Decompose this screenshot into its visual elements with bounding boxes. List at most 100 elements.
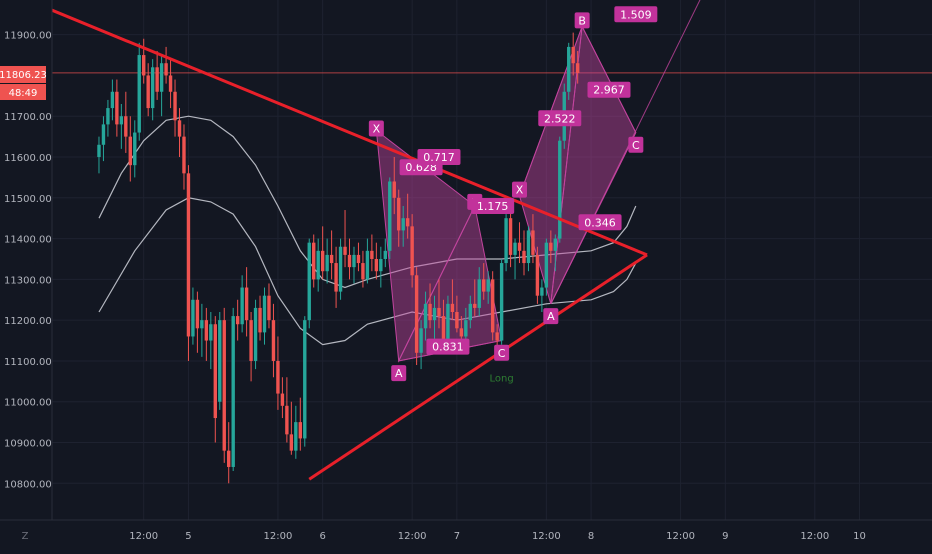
price-tick-label: 11600.00 bbox=[4, 153, 52, 164]
pattern-point-label-box bbox=[543, 308, 559, 325]
candle-body bbox=[401, 218, 405, 231]
candle-body bbox=[101, 124, 106, 145]
fib-ratio-label: 0.717 bbox=[423, 151, 455, 164]
candles bbox=[97, 32, 580, 484]
pattern-point-label: A bbox=[547, 310, 555, 323]
fib-ratio-label-box bbox=[417, 149, 461, 166]
candle-body bbox=[159, 63, 164, 92]
price-axis[interactable]: 10800.00 10900.00 11000.00 11100.00 11200.00… bbox=[4, 0, 53, 520]
candle-body bbox=[253, 307, 258, 361]
candle-body bbox=[289, 434, 294, 451]
candle-body bbox=[244, 287, 249, 321]
time-tick-label: 12:00 bbox=[264, 531, 293, 542]
candle-body bbox=[455, 312, 459, 329]
pattern-point-label: X bbox=[516, 184, 524, 197]
pattern-labels: XABCXABC0.6280.7171.1750.8312.5222.9670.… bbox=[368, 6, 658, 384]
candle-body bbox=[285, 405, 289, 435]
candle-body bbox=[200, 320, 204, 329]
timezone-corner-label[interactable]: Z bbox=[22, 531, 29, 542]
candle-body bbox=[227, 450, 231, 467]
candle-body bbox=[213, 324, 217, 419]
price-tick-label: 11000.00 bbox=[4, 398, 52, 409]
candle-body bbox=[182, 136, 186, 174]
trendline bbox=[308, 253, 648, 481]
candle-body bbox=[410, 226, 414, 276]
candle-body bbox=[312, 242, 316, 280]
candle-body bbox=[383, 250, 387, 259]
candle-body bbox=[106, 108, 110, 125]
candle-body bbox=[531, 230, 535, 255]
countdown-tag-box bbox=[0, 84, 46, 100]
pattern-point-label: A bbox=[395, 367, 403, 380]
price-tick-label: 10900.00 bbox=[4, 439, 52, 450]
fib-ratio-label: 0.831 bbox=[432, 341, 464, 354]
candle-body bbox=[374, 258, 379, 272]
candle-body bbox=[222, 320, 226, 451]
pattern-point-label-box bbox=[391, 365, 407, 382]
trendlines[interactable] bbox=[51, 8, 648, 481]
candle-body bbox=[392, 181, 396, 198]
time-tick-label: 5 bbox=[185, 531, 191, 542]
candle-body bbox=[499, 263, 504, 341]
candle-body bbox=[164, 63, 168, 76]
candle-body bbox=[218, 320, 222, 402]
candle-body bbox=[110, 91, 115, 109]
candle-body bbox=[343, 246, 347, 255]
candle-body bbox=[303, 320, 307, 439]
candle-body bbox=[177, 120, 182, 137]
candle-body bbox=[567, 46, 571, 92]
candle-body bbox=[513, 242, 517, 255]
candle-body bbox=[361, 263, 365, 280]
price-tick-label: 11100.00 bbox=[4, 357, 52, 368]
candle-body bbox=[441, 316, 446, 341]
candle-body bbox=[388, 181, 392, 251]
price-tick-label: 11500.00 bbox=[4, 194, 52, 205]
candle-body bbox=[428, 303, 432, 321]
pattern-point-label-box bbox=[494, 344, 510, 361]
pattern-point-label-box bbox=[512, 181, 528, 198]
candle-body bbox=[124, 116, 128, 137]
candle-body bbox=[365, 250, 370, 280]
candle-body bbox=[119, 116, 124, 125]
candle-body bbox=[397, 197, 401, 231]
candle-body bbox=[495, 332, 499, 341]
candle-body bbox=[473, 303, 477, 308]
pattern-line bbox=[550, 0, 701, 305]
candle-body bbox=[414, 275, 419, 353]
candle-body bbox=[477, 279, 481, 308]
candle-body bbox=[209, 324, 213, 341]
pattern-point-label: C bbox=[632, 139, 640, 152]
signal-annotation: Long bbox=[490, 373, 514, 384]
fib-ratio-label-box bbox=[578, 214, 622, 231]
candle-body bbox=[249, 320, 253, 361]
candle-body bbox=[464, 320, 468, 337]
candle-body bbox=[146, 75, 150, 109]
fib-ratio-label: 2.967 bbox=[593, 84, 625, 97]
candle-body bbox=[128, 136, 132, 166]
candle-body bbox=[334, 263, 338, 292]
candle-body bbox=[549, 242, 553, 251]
candle-body bbox=[450, 303, 455, 312]
candle-body bbox=[517, 242, 522, 251]
price-tick-label: 11900.00 bbox=[4, 31, 52, 42]
price-tick-label: 11200.00 bbox=[4, 316, 52, 327]
candle-body bbox=[316, 250, 320, 280]
price-tick-label: 11400.00 bbox=[4, 235, 52, 246]
candle-body bbox=[320, 250, 325, 272]
candle-body bbox=[347, 254, 352, 268]
candle-body bbox=[133, 132, 137, 166]
pattern-point-label: B bbox=[578, 14, 586, 27]
candle-body bbox=[535, 254, 540, 296]
pattern-line bbox=[581, 26, 637, 133]
candle-body bbox=[258, 307, 262, 333]
candle-body bbox=[240, 287, 244, 325]
candle-body bbox=[459, 328, 464, 337]
time-tick-label: 9 bbox=[722, 531, 728, 542]
time-axis[interactable]: 12:00 5 12:00 6 12:00 7 12:00 8 12:00 9 12:00 10 bbox=[0, 519, 932, 542]
pattern-point-label: X bbox=[373, 122, 381, 135]
candle-body bbox=[142, 55, 146, 76]
pattern-point-label-box bbox=[574, 12, 590, 29]
